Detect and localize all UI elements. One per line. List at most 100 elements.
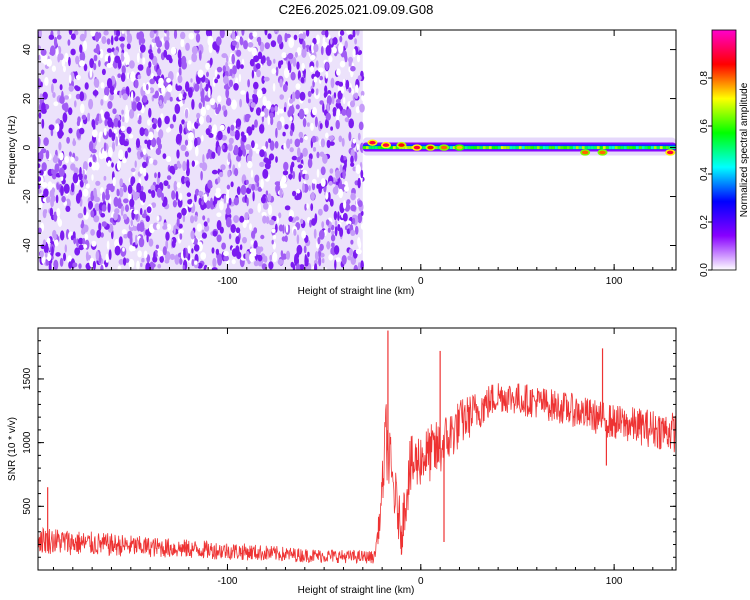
x-tick-label: 100 <box>606 576 623 587</box>
noise-blob <box>321 30 326 36</box>
noise-blob <box>130 219 133 227</box>
noise-blob <box>256 89 263 99</box>
noise-blob <box>219 124 225 131</box>
noise-blob <box>113 117 119 128</box>
noise-blob <box>190 230 195 240</box>
noise-blob <box>118 236 123 246</box>
noise-blob <box>216 234 222 243</box>
noise-blob <box>240 184 247 195</box>
noise-blob <box>167 84 173 93</box>
noise-blob <box>245 144 252 150</box>
noise-blob <box>116 188 120 196</box>
noise-blob <box>83 63 88 72</box>
noise-blob <box>165 91 171 101</box>
noise-blob <box>284 235 288 243</box>
noise-blob <box>316 151 320 159</box>
noise-blob <box>259 149 265 158</box>
noise-blob <box>323 204 329 212</box>
noise-blob <box>239 215 245 223</box>
noise-blob <box>100 232 104 238</box>
noise-blob <box>326 95 332 106</box>
noise-blob <box>171 240 176 248</box>
noise-blob <box>250 169 254 178</box>
noise-blob <box>350 162 355 167</box>
noise-blob <box>246 197 249 207</box>
noise-blob <box>250 102 256 108</box>
noise-blob <box>43 137 49 147</box>
noise-blob <box>104 118 108 127</box>
colorbar-label: Normalized spectral amplitude <box>739 82 750 217</box>
signal-cell <box>542 146 546 150</box>
noise-blob <box>139 207 143 216</box>
noise-blob <box>283 161 289 171</box>
noise-blob <box>297 164 303 169</box>
noise-blob <box>38 176 42 182</box>
signal-cell <box>659 146 663 150</box>
noise-blob <box>184 139 189 146</box>
noise-blob <box>307 158 313 169</box>
noise-blob <box>270 106 275 113</box>
noise-blob <box>261 211 267 217</box>
noise-blob <box>240 90 246 95</box>
noise-blob <box>361 95 364 101</box>
noise-blob <box>125 204 129 212</box>
noise-blob <box>132 226 138 231</box>
noise-blob <box>164 258 170 264</box>
noise-blob <box>356 30 360 36</box>
noise-blob <box>281 52 287 59</box>
noise-blob <box>45 260 50 266</box>
noise-blob <box>40 69 45 75</box>
noise-blob <box>114 55 121 64</box>
noise-blob <box>60 185 64 196</box>
noise-blob <box>197 44 204 55</box>
noise-blob <box>113 49 119 56</box>
noise-blob <box>295 104 300 110</box>
noise-blob <box>202 97 205 108</box>
noise-blob <box>339 164 343 173</box>
noise-blob <box>149 78 155 85</box>
noise-blob <box>115 30 121 37</box>
noise-blob <box>123 198 129 204</box>
noise-blob <box>325 61 329 71</box>
noise-blob <box>162 225 168 230</box>
noise-blob <box>276 120 282 131</box>
noise-blob <box>119 36 125 42</box>
signal-cell <box>482 146 486 150</box>
noise-blob <box>289 98 294 104</box>
noise-blob <box>322 36 326 46</box>
noise-blob <box>106 38 111 45</box>
noise-blob <box>122 116 125 123</box>
noise-blob <box>198 102 202 109</box>
noise-blob <box>157 117 162 128</box>
noise-blob <box>114 36 119 42</box>
noise-blob <box>350 65 356 72</box>
noise-blob <box>51 168 55 175</box>
noise-blob <box>164 40 170 51</box>
noise-blob <box>335 119 340 130</box>
noise-blob <box>231 99 237 110</box>
noise-blob <box>77 116 81 124</box>
noise-blob <box>136 52 140 63</box>
noise-blob <box>300 77 305 84</box>
noise-blob <box>260 111 265 117</box>
noise-blob <box>139 192 143 198</box>
noise-blob <box>253 248 257 257</box>
noise-blob <box>214 69 218 78</box>
noise-blob <box>117 73 122 78</box>
noise-blob <box>341 108 347 116</box>
noise-blob <box>239 98 243 108</box>
noise-blob <box>50 198 54 208</box>
noise-blob <box>82 161 88 172</box>
signal-cell <box>494 146 498 150</box>
noise-blob <box>219 201 224 211</box>
noise-blob <box>325 191 329 200</box>
noise-blob <box>350 72 354 78</box>
noise-blob <box>216 74 220 79</box>
noise-blob <box>126 43 131 50</box>
noise-blob <box>93 63 97 71</box>
noise-blob <box>137 74 142 80</box>
signal-cell <box>590 146 594 150</box>
noise-blob <box>211 151 216 159</box>
noise-blob <box>360 223 365 230</box>
noise-blob <box>140 262 143 268</box>
